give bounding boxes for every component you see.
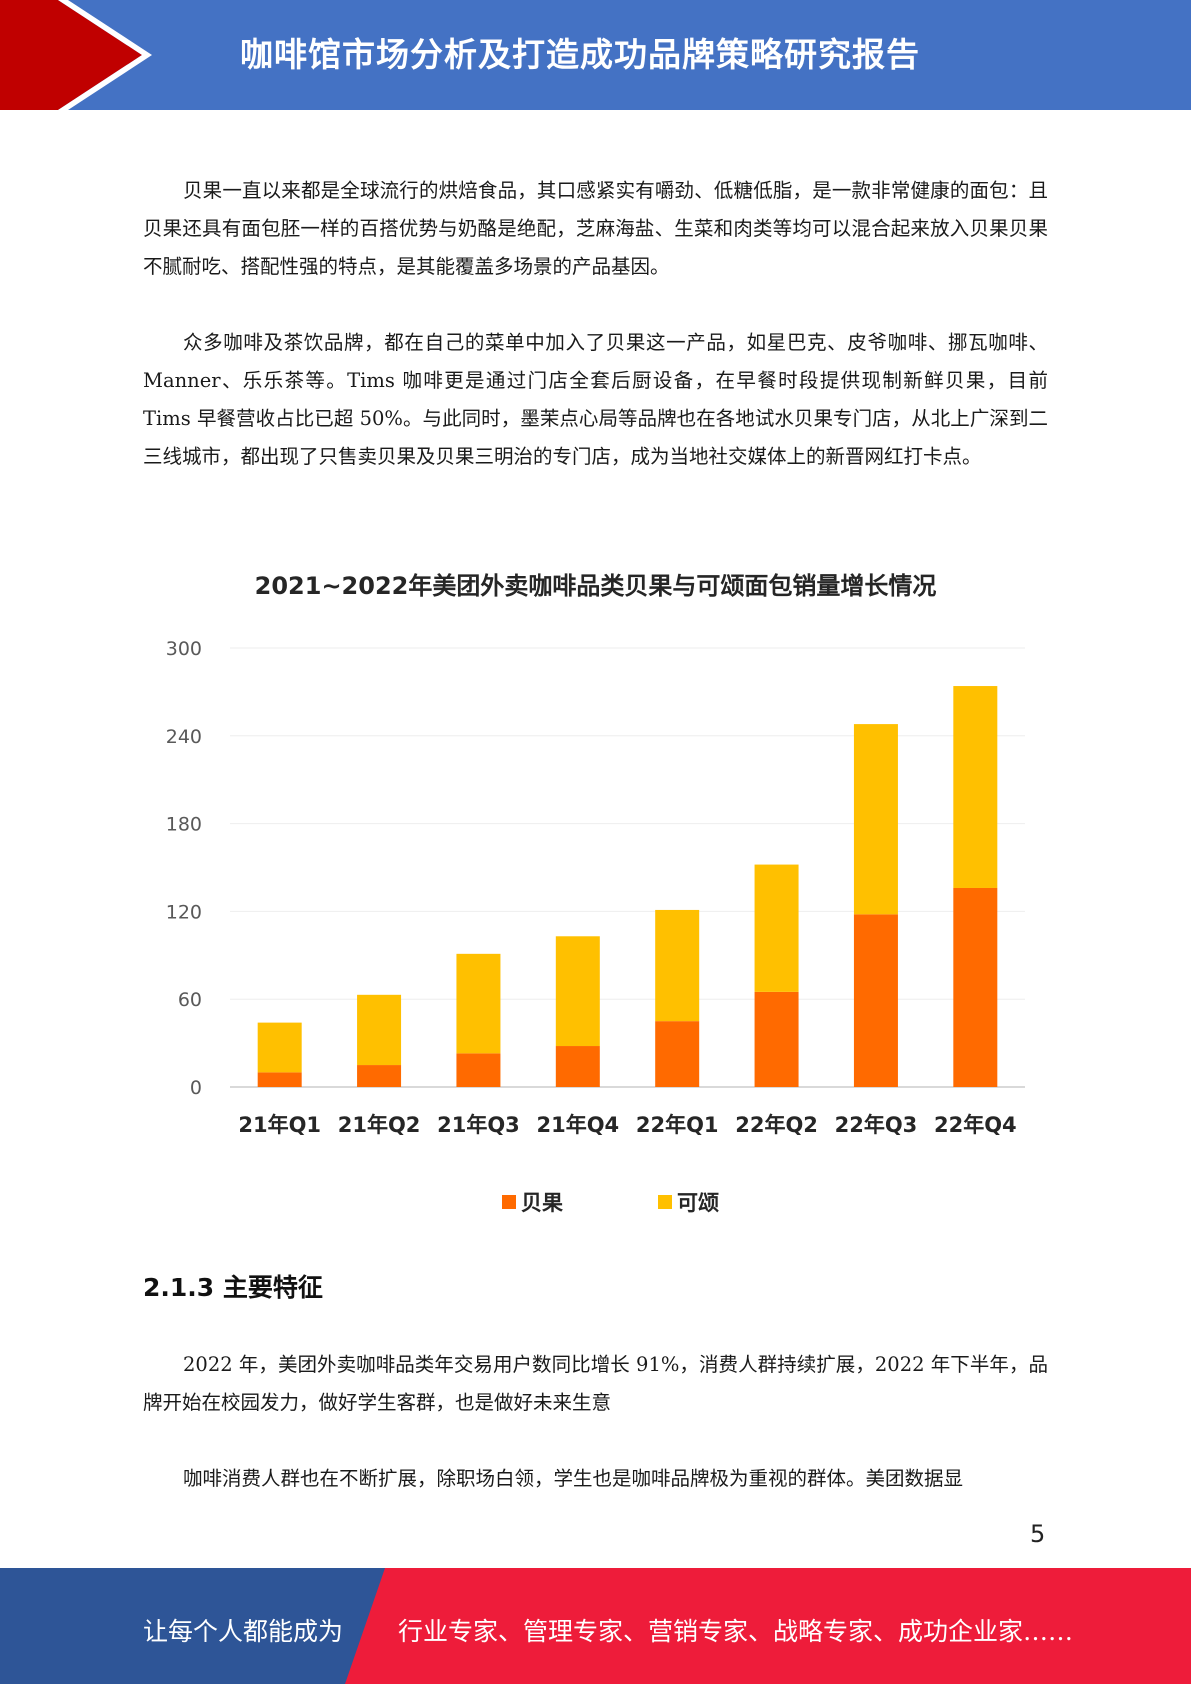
y-tick-label: 240 <box>166 726 202 748</box>
report-title: 咖啡馆市场分析及打造成功品牌策略研究报告 <box>240 35 920 74</box>
legend-swatch-bagel <box>502 1195 516 1209</box>
x-category-label: 21年Q3 <box>437 1113 520 1137</box>
bar-bagel <box>853 914 898 1087</box>
bar-bagel <box>655 1021 700 1087</box>
stacked-bar-chart: 0 60 120 180 240 300 21年Q1 21年Q2 21年Q3 21年Q4 22年Q1… <box>166 638 1025 1137</box>
x-category-label: 21年Q1 <box>238 1113 321 1137</box>
paragraph-bagel-intro: 贝果一直以来都是全球流行的烘焙食品，其口感紧实有嚼劲、低糖低脂，是一款非常健康的… <box>143 179 1048 278</box>
bar-croissant <box>655 909 700 1022</box>
legend-label-bagel: 贝果 <box>521 1191 563 1215</box>
page-footer: 让每个人都能成为 行业专家、管理专家、营销专家、战略专家、成功企业家…… <box>0 1568 1191 1684</box>
bar-croissant <box>357 994 402 1066</box>
bar-bagel <box>257 1072 302 1087</box>
bar-croissant <box>257 1022 302 1073</box>
bar-croissant <box>754 864 799 992</box>
x-category-label: 22年Q3 <box>835 1113 918 1137</box>
bar-croissant <box>853 724 898 915</box>
x-category-label: 22年Q1 <box>636 1113 719 1137</box>
bar-croissant <box>456 953 501 1054</box>
footer-slogan-right: 行业专家、管理专家、营销专家、战略专家、成功企业家…… <box>398 1617 1074 1646</box>
x-category-label: 21年Q4 <box>536 1113 619 1137</box>
x-category-label: 22年Q4 <box>934 1113 1017 1137</box>
header-banner-graphic <box>0 0 1191 110</box>
footer-banner-graphic <box>0 1568 1191 1684</box>
bar-croissant <box>555 936 600 1047</box>
footer-slogan-left: 让每个人都能成为 <box>143 1617 344 1646</box>
chart-title: 2021~2022年美团外卖咖啡品类贝果与可颂面包销量增长情况 <box>254 572 937 600</box>
paragraph-user-growth: 2022 年，美团外卖咖啡品类年交易用户数同比增长 91%，消费人群持续扩展，2… <box>143 1353 1048 1414</box>
bar-bagel <box>953 887 998 1087</box>
x-category-label: 21年Q2 <box>338 1113 421 1137</box>
legend-swatch-croissant <box>658 1195 672 1209</box>
y-tick-label: 60 <box>178 989 202 1011</box>
section-heading: 2.1.3 主要特征 <box>143 1273 323 1302</box>
bar-bagel <box>357 1065 402 1087</box>
bar-croissant <box>953 686 998 888</box>
page-header: 咖啡馆市场分析及打造成功品牌策略研究报告 <box>0 0 1191 110</box>
legend-item-croissant: 可颂 <box>658 1187 719 1217</box>
y-tick-label: 0 <box>190 1077 202 1099</box>
y-tick-label: 300 <box>166 638 202 660</box>
page-number: 5 <box>1030 1520 1046 1548</box>
paragraph-consumer-groups: 咖啡消费人群也在不断扩展，除职场白领，学生也是咖啡品牌极为重视的群体。美团数据显 <box>183 1467 964 1490</box>
chart-legend: 贝果 可颂 <box>0 1187 1191 1217</box>
bar-bagel <box>555 1046 600 1087</box>
legend-item-bagel: 贝果 <box>502 1187 563 1217</box>
legend-label-croissant: 可颂 <box>677 1191 719 1215</box>
y-tick-label: 180 <box>166 814 202 836</box>
bar-bagel <box>754 991 799 1087</box>
x-category-label: 22年Q2 <box>735 1113 818 1137</box>
y-tick-label: 120 <box>166 901 202 923</box>
bar-bagel <box>456 1053 501 1087</box>
paragraph-brands: 众多咖啡及茶饮品牌，都在自己的菜单中加入了贝果这一产品，如星巴克、皮爷咖啡、挪瓦… <box>143 331 1048 468</box>
